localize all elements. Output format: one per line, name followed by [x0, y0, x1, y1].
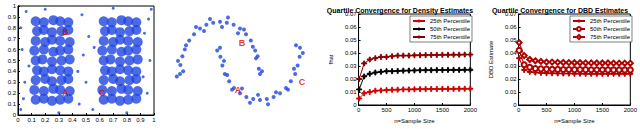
svg-text:0.9: 0.9 [136, 117, 145, 123]
svg-text:25th Percentile: 25th Percentile [590, 18, 631, 24]
svg-text:2000: 2000 [464, 107, 478, 113]
svg-text:0: 0 [16, 117, 20, 123]
svg-text:0.5: 0.5 [82, 117, 91, 123]
svg-text:0.01: 0.01 [505, 89, 517, 95]
svg-text:0.9: 0.9 [8, 14, 17, 20]
svg-text:0.06: 0.06 [345, 24, 357, 30]
svg-text:1500: 1500 [436, 107, 450, 113]
svg-text:75th Percentile: 75th Percentile [590, 34, 631, 40]
svg-text:0.6: 0.6 [8, 47, 17, 53]
svg-text:0: 0 [12, 112, 16, 118]
svg-text:0.03: 0.03 [505, 63, 517, 69]
svg-text:0.1: 0.1 [8, 101, 17, 107]
svg-text:0: 0 [513, 102, 517, 108]
svg-text:0.8: 0.8 [123, 117, 132, 123]
svg-text:0.02: 0.02 [505, 76, 517, 82]
svg-text:0.01: 0.01 [345, 89, 357, 95]
svg-text:0.5: 0.5 [8, 58, 17, 64]
svg-text:0.7: 0.7 [8, 36, 17, 42]
svg-text:0.4: 0.4 [8, 68, 17, 74]
svg-text:2000: 2000 [624, 107, 638, 113]
svg-text:0.04: 0.04 [345, 50, 357, 56]
svg-text:0: 0 [517, 107, 521, 113]
svg-text:B: B [239, 38, 246, 48]
svg-text:A: A [62, 88, 69, 98]
svg-text:0.05: 0.05 [505, 37, 517, 43]
svg-text:0.1: 0.1 [27, 117, 36, 123]
svg-text:75th Percentile: 75th Percentile [430, 34, 471, 40]
svg-text:25th Percentile: 25th Percentile [430, 18, 471, 24]
svg-text:n=Sample Size: n=Sample Size [554, 118, 595, 124]
svg-text:Quartile Convergence for DBD E: Quartile Convergence for DBD Estimates [492, 7, 628, 15]
svg-text:0.04: 0.04 [505, 50, 517, 56]
svg-text:C: C [99, 88, 106, 98]
svg-text:0.3: 0.3 [55, 117, 64, 123]
svg-text:0.05: 0.05 [345, 37, 357, 43]
svg-text:0.7: 0.7 [109, 117, 118, 123]
svg-text:0: 0 [353, 102, 357, 108]
svg-text:0.6: 0.6 [95, 117, 104, 123]
svg-text:0.8: 0.8 [8, 25, 17, 31]
svg-text:0.07: 0.07 [504, 11, 517, 17]
svg-text:1500: 1500 [596, 107, 610, 113]
svg-text:0.02: 0.02 [345, 76, 357, 82]
svg-text:1000: 1000 [568, 107, 582, 113]
svg-text:1000: 1000 [408, 107, 422, 113]
svg-text:Quartile Convergence for Densi: Quartile Convergence for Density Estimat… [327, 7, 473, 15]
svg-text:0.3: 0.3 [8, 79, 17, 85]
svg-text:1: 1 [13, 3, 17, 9]
svg-text:B: B [62, 27, 69, 37]
svg-text:1: 1 [152, 117, 156, 123]
svg-text:DBD Estimate: DBD Estimate [488, 40, 494, 78]
svg-text:0: 0 [357, 107, 361, 113]
svg-text:0.2: 0.2 [41, 117, 50, 123]
svg-text:50th Percentile: 50th Percentile [430, 26, 471, 32]
svg-text:fhat: fhat [328, 54, 334, 64]
svg-text:0.07: 0.07 [344, 11, 357, 17]
svg-text:50th Percentile: 50th Percentile [590, 26, 631, 32]
svg-text:A: A [235, 85, 242, 95]
svg-text:0.2: 0.2 [8, 90, 17, 96]
svg-text:500: 500 [542, 107, 553, 113]
svg-text:n=Sample Size: n=Sample Size [394, 118, 435, 124]
svg-text:0.4: 0.4 [68, 117, 77, 123]
svg-text:500: 500 [382, 107, 393, 113]
svg-text:C: C [299, 77, 306, 87]
svg-text:0.03: 0.03 [345, 63, 357, 69]
svg-text:0.06: 0.06 [505, 24, 517, 30]
